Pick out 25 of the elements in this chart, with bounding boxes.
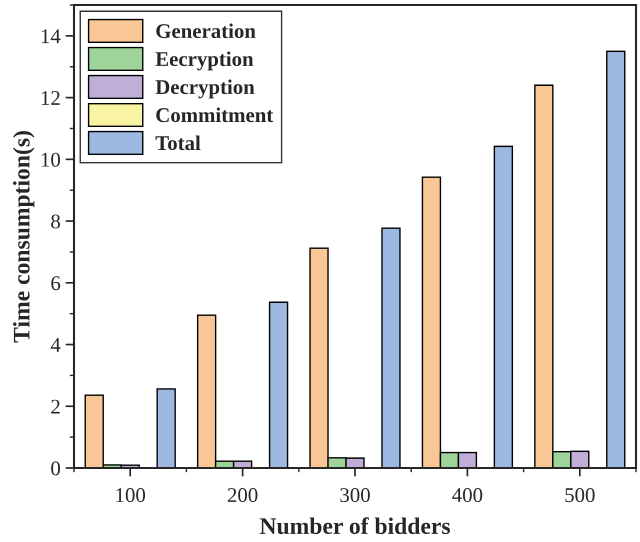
x-tick-label: 500	[565, 488, 595, 502]
x-tick-label: 200	[228, 488, 258, 502]
x-tick-label: 100	[116, 488, 146, 502]
y-tick-label: 4	[50, 338, 60, 352]
legend-label: Eecryption	[156, 51, 254, 70]
legend-label: Commitment	[156, 108, 274, 122]
bar	[606, 50, 626, 468]
bar	[268, 302, 288, 468]
x-tick-label: 300	[340, 488, 370, 502]
x-axis-title: Number of bidders	[260, 517, 450, 534]
bar	[156, 388, 176, 468]
y-tick-label: 6	[51, 276, 60, 290]
y-tick-label: 0	[51, 461, 60, 476]
y-axis-title: Time consumption(s)	[13, 131, 34, 343]
y-tick-label: 8	[51, 214, 60, 228]
legend-label: Decryption	[156, 79, 254, 98]
legend-label: Generation	[156, 23, 256, 38]
bar	[381, 227, 401, 468]
y-tick-label: 10	[42, 152, 60, 167]
legend-label: Total	[156, 135, 200, 150]
x-tick-label: 400	[452, 488, 482, 502]
y-tick-label: 12	[42, 91, 60, 105]
y-tick-label: 14	[42, 29, 60, 44]
bar	[494, 146, 514, 468]
y-tick-label: 2	[51, 400, 60, 414]
